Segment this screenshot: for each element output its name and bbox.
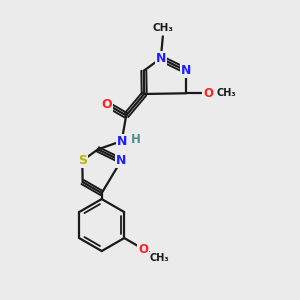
Text: O: O (102, 98, 112, 111)
Text: O: O (203, 87, 213, 100)
Text: N: N (181, 64, 191, 77)
Text: N: N (156, 52, 166, 65)
Text: CH₃: CH₃ (152, 23, 173, 33)
Text: N: N (116, 135, 127, 148)
Text: CH₃: CH₃ (216, 88, 236, 98)
Text: S: S (78, 154, 87, 167)
Text: O: O (138, 243, 148, 256)
Text: N: N (116, 154, 126, 167)
Text: H: H (131, 133, 141, 146)
Text: CH₃: CH₃ (149, 253, 169, 263)
